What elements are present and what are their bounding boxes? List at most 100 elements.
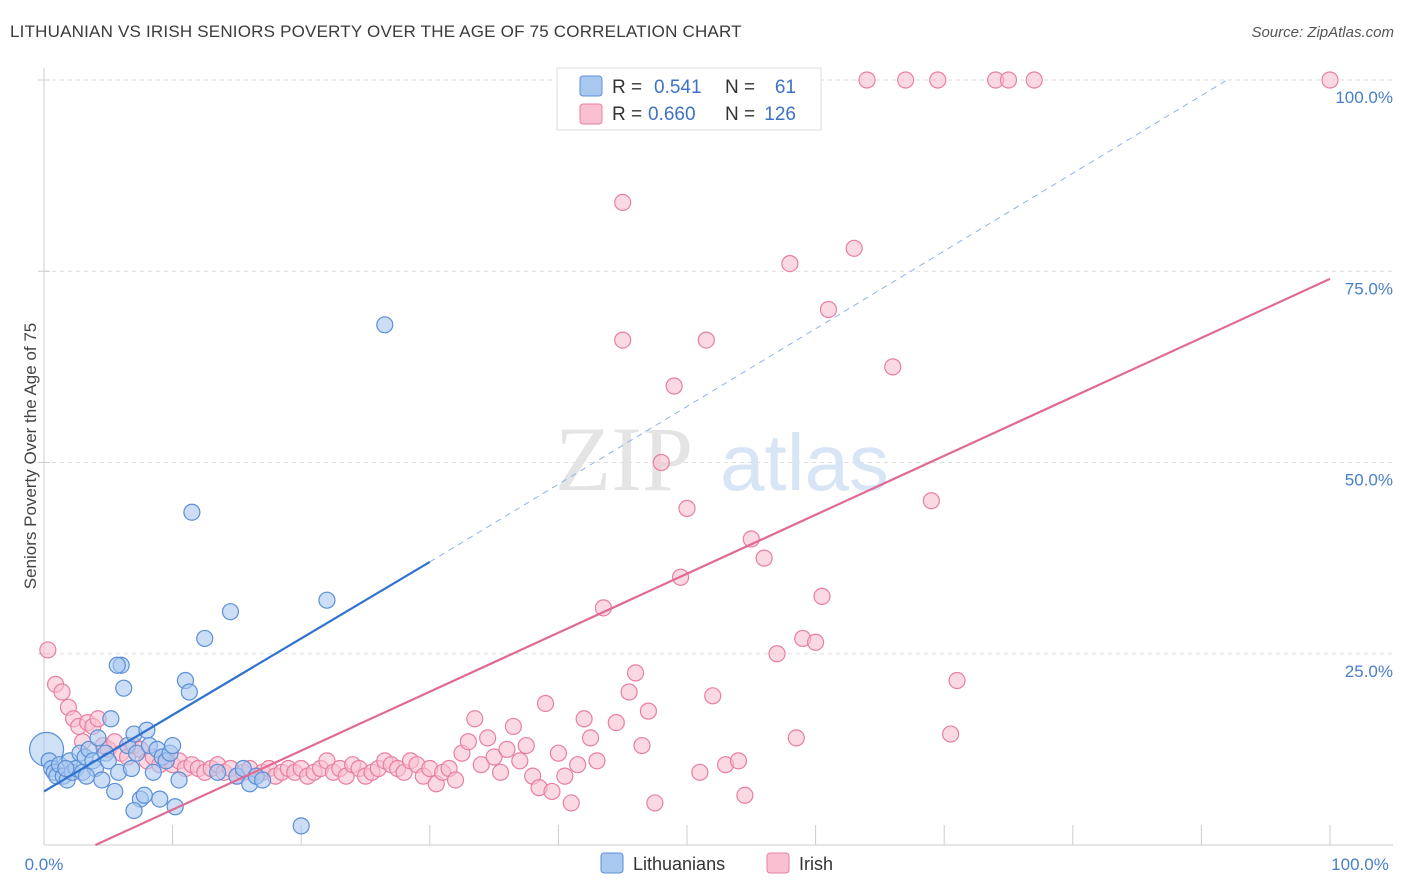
legend-r-value-irish: 0.660	[648, 104, 696, 125]
legend-swatch-irish	[579, 103, 603, 125]
y-axis-title: Seniors Poverty Over the Age of 75	[21, 323, 40, 589]
lith-point-40	[164, 736, 182, 755]
irish-point-2	[53, 683, 71, 701]
irish-point-102	[704, 687, 722, 705]
irish-point-116	[858, 71, 876, 89]
bottom-legend-label-irish: Irish	[799, 854, 833, 874]
irish-point-124	[999, 71, 1018, 89]
irish-point-126	[1321, 71, 1339, 89]
lith-point-48	[221, 603, 240, 621]
irish-point-107	[755, 549, 773, 567]
irish-point-99	[678, 499, 696, 517]
irish-point-117	[884, 358, 902, 376]
irish-point-89	[607, 713, 625, 732]
irish-point-83	[562, 794, 580, 812]
irish-point-71	[485, 748, 503, 766]
irish-point-70	[479, 729, 497, 747]
irish-point-65	[446, 771, 465, 789]
irish-point-95	[646, 794, 664, 812]
lith-point-31	[135, 786, 153, 804]
irish-point-91	[620, 683, 638, 701]
irish-point-118	[897, 71, 915, 89]
irish-point-94	[639, 702, 658, 720]
irish-point-72	[491, 763, 510, 781]
irish-point-75	[511, 752, 529, 770]
irish-point-121	[942, 725, 960, 743]
irish-point-86	[581, 729, 600, 747]
irish-point-119	[922, 492, 940, 510]
y-tick-label-3: 100.0%	[1335, 88, 1393, 107]
lith-point-53	[254, 771, 272, 789]
irish-point-84	[569, 756, 587, 774]
irish-point-76	[517, 736, 535, 755]
y-tick-labels: 25.0% 50.0% 75.0% 100.0%	[1335, 88, 1393, 681]
y-tick-label-0: 25.0%	[1345, 662, 1393, 681]
irish-point-115	[845, 239, 863, 257]
lith-point-60	[125, 801, 143, 820]
series-legend: Lithuanians Irish	[600, 852, 833, 874]
legend-n-label-irish: N =	[725, 104, 755, 125]
irish-point-69	[472, 756, 490, 774]
irish-point-79	[536, 694, 555, 713]
stats-legend: R = 0.541 N = 61 R = 0.660 N = 126	[556, 67, 822, 131]
lith-point-27	[122, 759, 141, 778]
irish-point-68	[466, 710, 484, 728]
bottom-legend-label-lithuanians: Lithuanians	[633, 854, 725, 874]
irish-point-73	[498, 740, 516, 758]
irish-point-74	[504, 717, 522, 736]
irish-point-92	[626, 664, 645, 682]
irish-point-97	[665, 377, 683, 395]
irish-point-120	[929, 71, 947, 89]
lith-point-42	[170, 771, 188, 789]
irish-point-87	[588, 752, 606, 770]
lithuanians-trend-extension	[429, 79, 1228, 563]
lith-point-45	[183, 503, 201, 521]
irish-point-67	[459, 733, 477, 751]
x-tick-label-max: 100.0%	[1331, 855, 1389, 874]
bottom-legend-swatch-lithuanians	[600, 852, 624, 874]
lith-point-44	[180, 683, 198, 701]
irish-point-114	[819, 300, 838, 319]
irish-point-127	[614, 193, 632, 211]
irish-point-96	[652, 453, 670, 472]
y-tick-label-2: 75.0%	[1345, 279, 1393, 298]
irish-point-90	[614, 331, 632, 349]
source-label: Source: ZipAtlas.com	[1251, 24, 1394, 41]
legend-r-label-lithuanians: R =	[612, 77, 642, 98]
irish-point-82	[556, 767, 574, 785]
legend-n-label-lithuanians: N =	[725, 77, 755, 98]
watermark-atlas: atlas	[720, 418, 889, 507]
irish-point-110	[787, 729, 805, 747]
irish-point-125	[1025, 71, 1043, 89]
watermark-zip: ZIP	[555, 408, 693, 510]
lith-point-59	[57, 759, 75, 778]
irish-point-112	[806, 633, 825, 651]
lith-point-55	[318, 591, 336, 609]
lith-point-34	[144, 763, 162, 781]
irish-point-0	[39, 641, 57, 659]
lith-point-57	[108, 656, 126, 674]
legend-n-value-irish: 126	[764, 104, 796, 125]
gridlines	[44, 79, 1393, 655]
lith-point-46	[196, 629, 214, 648]
bottom-legend-swatch-irish	[766, 852, 790, 874]
chart-title: LITHUANIAN VS IRISH SENIORS POVERTY OVER…	[10, 22, 742, 41]
irish-point-122	[948, 671, 966, 690]
legend-n-value-lithuanians: 61	[775, 77, 796, 98]
lith-point-29	[127, 744, 146, 762]
irish-point-85	[575, 710, 593, 728]
legend-r-label-irish: R =	[612, 104, 642, 125]
irish-point-93	[633, 736, 651, 755]
lith-point-56	[376, 316, 394, 334]
irish-point-81	[549, 744, 568, 762]
irish-point-109	[781, 255, 799, 273]
irish-point-101	[697, 331, 715, 349]
irish-point-80	[543, 782, 561, 801]
lith-point-25	[115, 679, 133, 697]
y-tick-label-1: 50.0%	[1345, 471, 1393, 490]
lith-point-17	[89, 729, 107, 747]
irish-point-113	[813, 587, 831, 605]
lith-point-54	[292, 817, 310, 835]
irish-point-105	[736, 786, 754, 804]
